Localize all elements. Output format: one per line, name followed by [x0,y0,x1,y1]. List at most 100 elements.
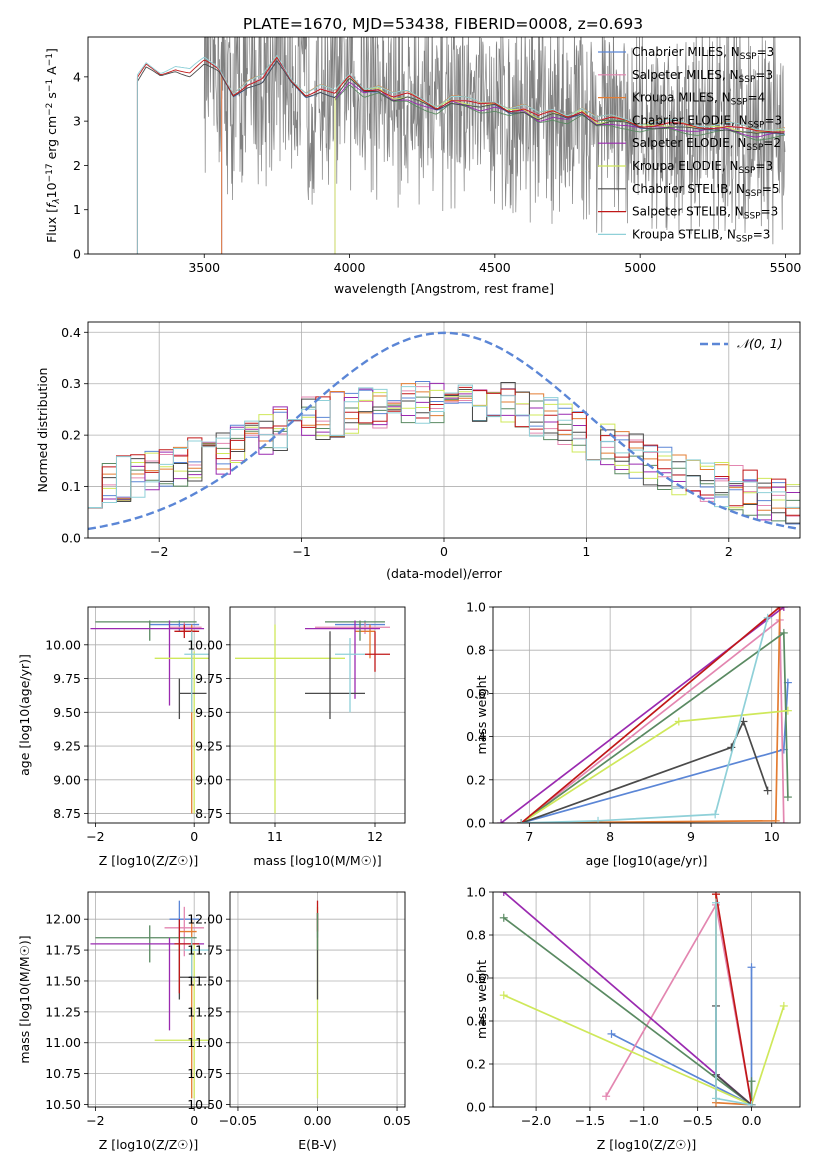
panel-weight-vs-age: 7 8 9 10 0.0 0.2 0.4 0.6 0.8 1.0 age [log10(age/yr… [466,600,801,868]
y-tick-label: 9.00 [195,772,223,787]
y-tick-label: 12.00 [187,912,223,927]
y-tick-label: 0.4 [466,729,486,744]
x-tick-label: −1.5 [575,1113,605,1128]
y-tick-label: 9.25 [53,739,81,754]
legend-entry: Chabrier MILES, NSSP=3 [632,45,774,62]
y-tick-label: 9.00 [53,772,81,787]
weight-marker [711,898,720,907]
gaussian-curve [88,331,800,531]
plot-area [235,620,390,814]
errorbar-point [365,631,390,672]
weight-marker [499,892,508,896]
x-tick-label: 0 [440,544,448,559]
legend-name: Kroupa ELODIE, N [632,159,739,173]
y-tick-label: 1 [73,202,81,217]
x-tick-label: 0.05 [383,1113,411,1128]
axes-frame [87,321,801,539]
y-axis-label: age [log10(age/yr)] [17,654,32,776]
weight-marker [747,1100,756,1107]
y-tick-label: 0.4 [61,325,81,340]
legend-name: Kroupa STELIB, N [632,227,736,241]
x-tick-label: −2.0 [521,1113,551,1128]
weight-marker [727,743,736,752]
legend-sub: SSP [731,98,748,108]
y-tick-label: 0.6 [466,971,486,986]
x-axis-label: Z [log10(Z/Z☉)] [597,1137,697,1152]
y-tick-label: 0.2 [466,1057,486,1072]
x-axis-label: E(B-V) [298,1137,337,1152]
weight-series-line [521,617,769,823]
x-tick-label: 7 [525,829,533,844]
x-tick-label: −0.05 [219,1113,257,1128]
legend-name: Kroupa MILES, N [632,91,731,105]
y-axis-label-part: −2 [45,103,55,116]
y-tick-label: 8.75 [53,806,81,821]
x-axis-label: Z [log10(Z/Z☉)] [99,1137,199,1152]
x-axis-label: Z [log10(Z/Z☉)] [99,853,199,868]
x-tick-label: 2 [725,544,733,559]
grid-lines [88,322,800,539]
x-tick-label: 11 [267,829,283,844]
y-axis-label: mass [log10(M/M☉)] [17,935,32,1063]
weight-marker [711,1094,720,1103]
y-tick-label: 1.0 [466,600,486,615]
x-tick-label: −1 [292,544,310,559]
y-tick-label: 3 [73,114,81,129]
y-tick-label: 10.75 [187,1066,223,1081]
y-tick-label: 0.0 [466,1100,486,1115]
legend-sub: SSP [745,189,762,199]
errorbar-point [235,624,345,814]
panel-mass-vs-Z: −2 0 10.50 10.75 11.00 11.25 11.50 11.75 12.00 Z … [17,891,210,1152]
x-tick-label: −2 [86,829,104,844]
panel-age-vs-Z: −2 0 8.75 9.00 9.25 9.50 9.75 10.00 Z [log10(Z/Z… [17,606,210,868]
legend-name: Salpeter MILES, N [632,68,739,82]
y-axis-label-part: −17 [45,163,55,182]
legend-sub: SSP [739,75,756,85]
x-axis-label: (data-model)/error [386,566,503,581]
y-tick-label: 11.50 [187,973,223,988]
data-spectrum [203,37,786,245]
legend-count: =3 [755,68,773,82]
y-axis-label-part: A [44,66,59,79]
weight-marker [783,793,792,802]
x-tick-label: 9 [687,829,695,844]
errorbar-point [174,919,200,994]
plot-area [499,892,788,1107]
axes-frame [492,606,801,824]
weight-marker [771,816,780,823]
y-tick-label: 1.0 [466,885,486,900]
y-tick-label: 10.75 [45,1066,81,1081]
plot-area [497,607,792,823]
weight-series-line [520,709,788,823]
x-tick-label: 1 [582,544,590,559]
weight-marker [779,1001,788,1010]
legend-count: =5 [762,182,780,196]
x-tick-label: 3500 [188,260,220,275]
x-tick-label: 4000 [334,260,366,275]
y-axis-label: Flux [fλ10−17 erg cm−2 s−1 A−1] [44,48,62,243]
y-tick-label: 11.25 [187,1004,223,1019]
y-tick-label: 10.00 [45,637,81,652]
legend-entry: Kroupa MILES, NSSP=4 [632,91,765,108]
legend-name: Chabrier STELIB, N [632,182,745,196]
y-tick-label: 4 [73,69,81,84]
legend-name: Chabrier ELODIE, N [632,113,748,127]
legend-count: =3 [757,45,775,59]
y-axis-label: mass weight [474,960,489,1039]
legend-entry: Kroupa STELIB, NSSP=3 [632,227,770,244]
y-tick-label: 9.50 [195,705,223,720]
errorbar-point [95,620,197,641]
model-spectrum-line [334,84,785,254]
y-tick-label: 2 [73,158,81,173]
x-tick-label: 12 [367,829,383,844]
y-axis-label-part: λ [52,198,62,204]
errorbar-point [154,943,209,1099]
y-tick-label: 0 [73,247,81,262]
legend-name: Chabrier MILES, N [632,45,740,59]
y-axis-label: Normed distribution [35,368,50,493]
weight-marker [775,607,784,611]
y-tick-label: 11.00 [187,1035,223,1050]
panel-age-vs-mass: 11 12 8.75 9.00 9.25 9.50 9.75 10.00 mass [log10… [187,606,406,868]
